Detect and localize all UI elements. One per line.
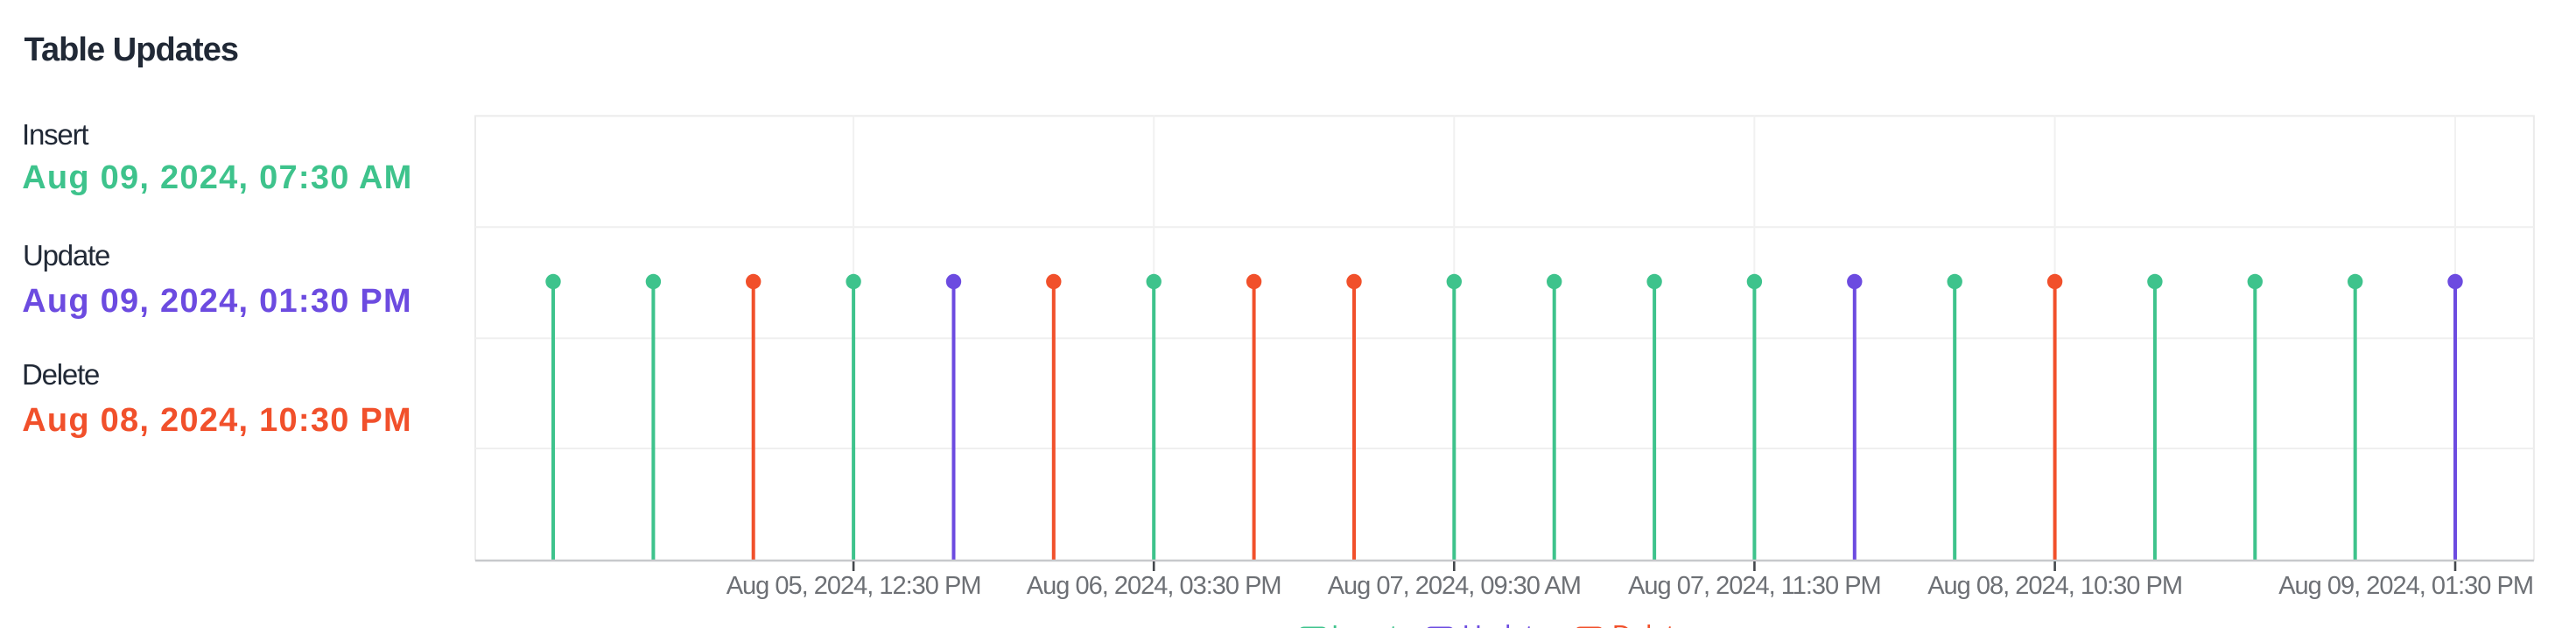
svg-text:Aug 09, 2024, 01:30 PM: Aug 09, 2024, 01:30 PM bbox=[2278, 572, 2533, 600]
svg-text:Delete: Delete bbox=[1612, 621, 1688, 628]
svg-text:Aug 06, 2024, 03:30 PM: Aug 06, 2024, 03:30 PM bbox=[1027, 572, 1281, 600]
svg-text:Aug 07, 2024, 09:30 AM: Aug 07, 2024, 09:30 AM bbox=[1328, 572, 1581, 600]
svg-text:Aug 07, 2024, 11:30 PM: Aug 07, 2024, 11:30 PM bbox=[1628, 572, 1881, 600]
svg-text:Update: Update bbox=[1463, 621, 1548, 628]
svg-text:Insert: Insert bbox=[1331, 621, 1398, 628]
svg-text:Aug 08, 2024, 10:30 PM: Aug 08, 2024, 10:30 PM bbox=[1927, 572, 2182, 600]
svg-text:Aug 05, 2024, 12:30 PM: Aug 05, 2024, 12:30 PM bbox=[726, 572, 981, 600]
